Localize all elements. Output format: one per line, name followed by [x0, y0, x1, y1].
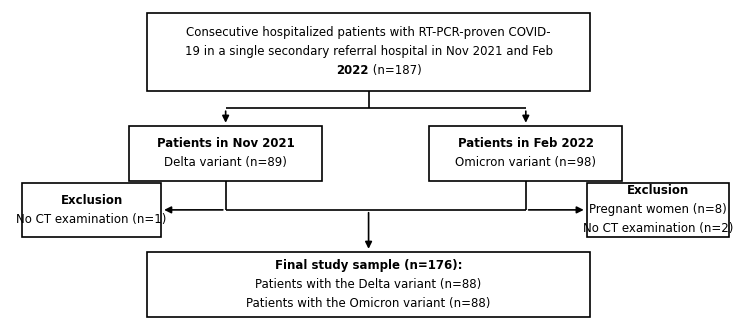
- Text: Exclusion: Exclusion: [627, 184, 689, 197]
- Text: Consecutive hospitalized patients with RT-PCR-proven COVID-: Consecutive hospitalized patients with R…: [186, 26, 551, 39]
- Text: No CT examination (n=2): No CT examination (n=2): [583, 222, 734, 235]
- Text: Patients with the Omicron variant (n=88): Patients with the Omicron variant (n=88): [247, 297, 490, 310]
- Text: 19 in a single secondary referral hospital in Nov 2021 and Feb: 19 in a single secondary referral hospit…: [184, 45, 553, 58]
- Text: Patients in Nov 2021: Patients in Nov 2021: [157, 138, 295, 151]
- Text: Patients in Feb 2022: Patients in Feb 2022: [458, 138, 594, 151]
- Text: Omicron variant (n=98): Omicron variant (n=98): [455, 157, 596, 169]
- Text: (n=187): (n=187): [368, 64, 422, 77]
- Text: Pregnant women (n=8): Pregnant women (n=8): [590, 203, 727, 216]
- Bar: [586, 183, 730, 237]
- Text: Exclusion: Exclusion: [61, 194, 123, 207]
- Bar: [129, 126, 322, 181]
- Bar: [22, 183, 161, 237]
- Bar: [147, 252, 590, 317]
- Text: Final study sample (n=176):: Final study sample (n=176):: [274, 259, 462, 272]
- Text: No CT examination (n=1): No CT examination (n=1): [16, 213, 166, 226]
- Text: Delta variant (n=89): Delta variant (n=89): [164, 157, 287, 169]
- Bar: [429, 126, 622, 181]
- Text: Patients with the Delta variant (n=88): Patients with the Delta variant (n=88): [256, 278, 482, 291]
- Text: 2022: 2022: [336, 64, 368, 77]
- Bar: [147, 13, 590, 91]
